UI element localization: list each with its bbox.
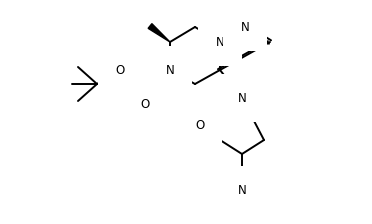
Text: O: O [195, 118, 205, 131]
Text: N: N [166, 63, 174, 77]
Text: N: N [238, 183, 246, 196]
Text: N: N [241, 21, 249, 34]
Text: N: N [216, 35, 224, 49]
Text: O: O [140, 97, 150, 110]
Polygon shape [148, 24, 170, 42]
Text: N: N [238, 91, 246, 105]
Text: O: O [115, 63, 125, 77]
